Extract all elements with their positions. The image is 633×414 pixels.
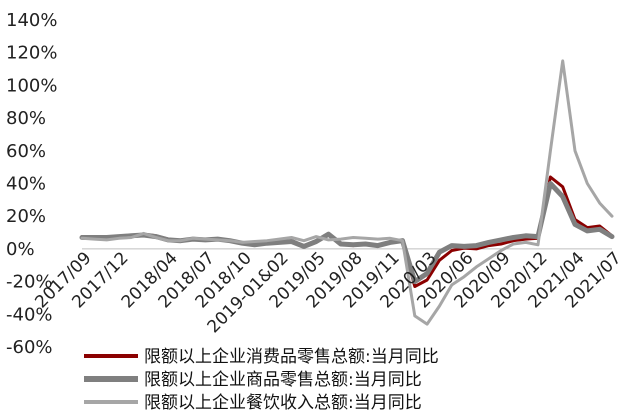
y-tick-label: 0% (6, 239, 35, 260)
y-tick-label: 120% (6, 43, 57, 64)
legend-label-3: 限额以上企业餐饮收入总额:当月同比 (144, 393, 422, 413)
legend: 限额以上企业消费品零售总额:当月同比限额以上企业商品零售总额:当月同比限额以上企… (84, 347, 439, 413)
y-tick-label: 20% (6, 206, 46, 227)
y-tick-label: -60% (6, 337, 53, 358)
y-tick-label: 100% (6, 75, 57, 96)
y-tick-label: 60% (6, 141, 46, 162)
y-tick-label: 140% (6, 10, 57, 31)
series-lines (82, 61, 612, 324)
y-tick-label: 80% (6, 108, 46, 129)
x-axis-labels: 2017/092017/122018/042018/072018/102019-… (31, 248, 625, 337)
y-tick-label: 40% (6, 174, 46, 195)
series-line-3 (82, 61, 612, 324)
legend-label-1: 限额以上企业消费品零售总额:当月同比 (144, 347, 439, 367)
legend-label-2: 限额以上企业商品零售总额:当月同比 (144, 370, 422, 390)
